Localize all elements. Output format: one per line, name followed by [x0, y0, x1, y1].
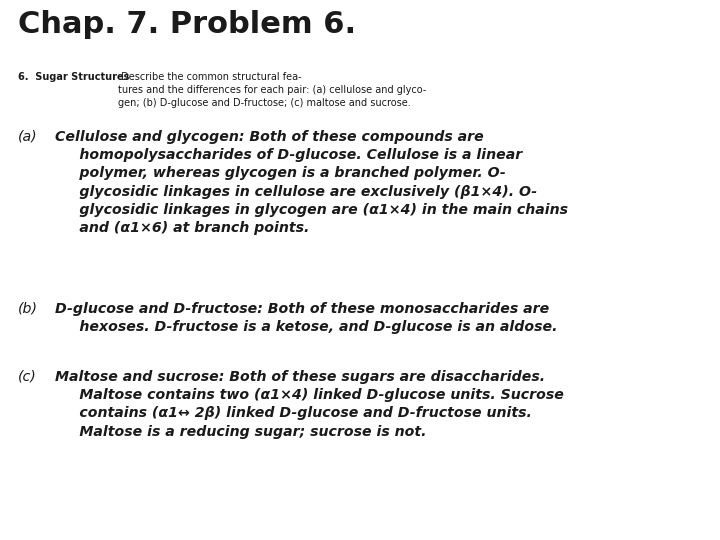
Text: D-glucose and D-fructose: Both of these monosaccharides are
     hexoses. D-fruc: D-glucose and D-fructose: Both of these …: [55, 302, 557, 334]
Text: Describe the common structural fea-
tures and the differences for each pair: (a): Describe the common structural fea- ture…: [118, 72, 426, 107]
Text: Chap. 7. Problem 6.: Chap. 7. Problem 6.: [18, 10, 356, 39]
Text: 6.  Sugar Structures: 6. Sugar Structures: [18, 72, 130, 82]
Text: Cellulose and glycogen: Both of these compounds are
     homopolysaccharides of : Cellulose and glycogen: Both of these co…: [55, 130, 568, 235]
Text: (c): (c): [18, 370, 37, 384]
Text: (a): (a): [18, 130, 37, 144]
Text: Maltose and sucrose: Both of these sugars are disaccharides.
     Maltose contai: Maltose and sucrose: Both of these sugar…: [55, 370, 564, 438]
Text: (b): (b): [18, 302, 38, 316]
